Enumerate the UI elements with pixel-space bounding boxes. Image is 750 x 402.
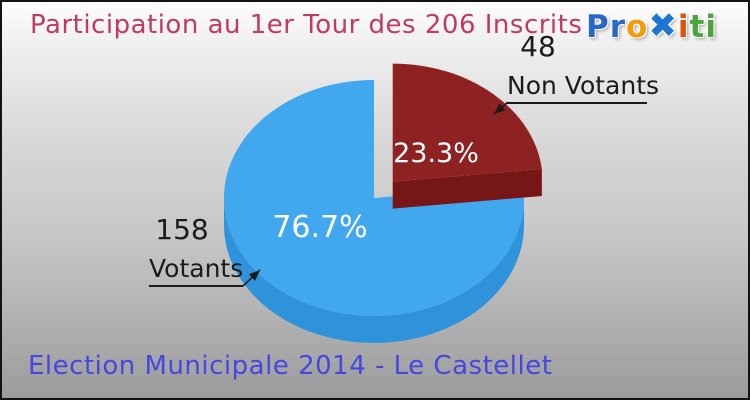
slice-votants-top xyxy=(224,80,525,316)
logo-x-icon: ✖ xyxy=(648,6,678,46)
logo-letter: r xyxy=(609,9,627,45)
logo-letter: P xyxy=(586,9,610,45)
slice-non-votants-top xyxy=(392,63,542,182)
non-votants-leader-arrowhead xyxy=(494,103,506,114)
slice-votants-rim xyxy=(224,198,524,343)
votants-label: Votants xyxy=(149,255,243,287)
votants-percent: 76.7% xyxy=(272,210,368,245)
non-votants-count: 48 xyxy=(520,30,556,63)
footer-caption: Election Municipale 2014 - Le Castellet xyxy=(28,351,553,381)
logo-letter: i xyxy=(705,9,717,45)
chart-title: Participation au 1er Tour des 206 Inscri… xyxy=(30,10,583,40)
logo-letter: o xyxy=(626,9,649,45)
logo-letter: t xyxy=(689,9,706,45)
non-votants-label: Non Votants xyxy=(507,72,659,104)
votants-leader-arrowhead xyxy=(248,270,260,281)
slice-non-votants-side xyxy=(392,169,542,209)
proxiti-logo[interactable]: Pro✖iti xyxy=(586,6,717,46)
non-votants-percent: 23.3% xyxy=(393,138,479,169)
votants-count: 158 xyxy=(155,213,209,246)
logo-letter: i xyxy=(677,9,690,45)
